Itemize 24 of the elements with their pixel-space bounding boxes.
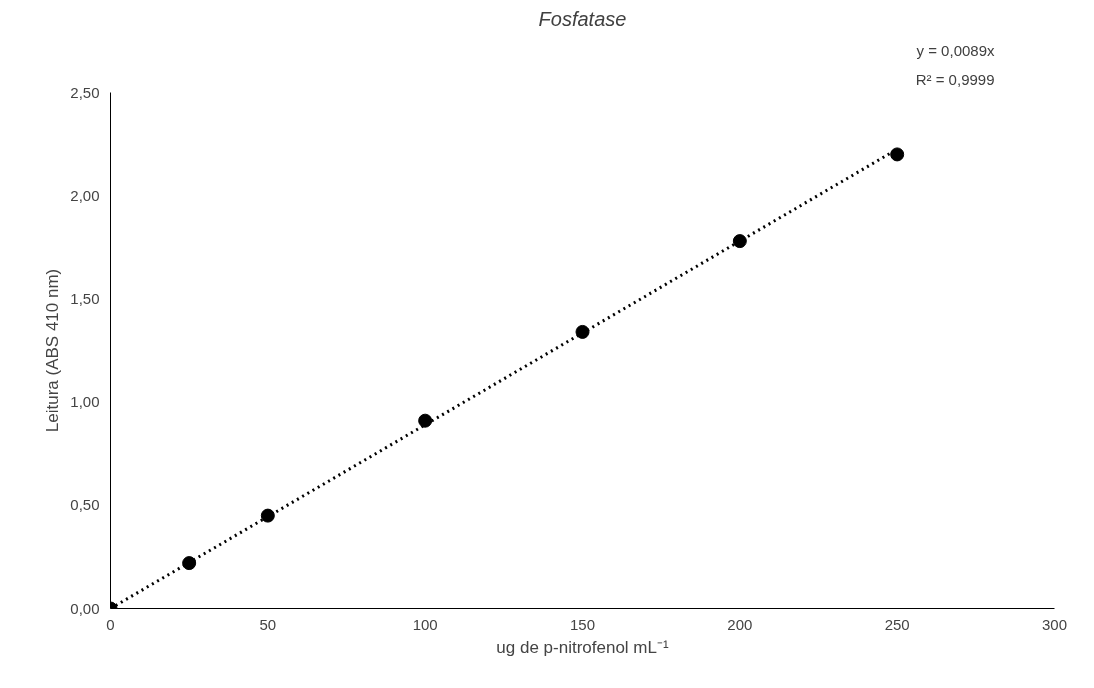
- y-tick-label: 2,50: [70, 83, 100, 101]
- x-tick-label: 150: [569, 615, 596, 633]
- y-tick-label: 0,00: [70, 599, 100, 617]
- y-tick-label: 1,00: [70, 393, 100, 411]
- chart-title: Fosfatase: [538, 7, 627, 30]
- text: R² = 0,9999: [915, 70, 995, 88]
- point: [182, 556, 197, 571]
- point: [890, 147, 905, 162]
- x-tick-label: 50: [259, 615, 277, 633]
- x-axis-title: ug de p-nitrofenol mL⁻¹: [496, 637, 669, 657]
- y-axis-title: Leitura (ABS 410 nm): [43, 268, 63, 433]
- text: y = 0,0089x: [916, 41, 995, 59]
- x-tick-label: 250: [884, 615, 910, 633]
- y-tick-label: 1,50: [70, 289, 100, 307]
- x-tick-label: 0: [106, 615, 115, 633]
- x-tick-label: 200: [727, 615, 753, 633]
- x-tick-label: 300: [1041, 615, 1068, 633]
- x-tick-label: 100: [412, 615, 438, 633]
- point: [418, 413, 433, 428]
- y-tick-label: 0,50: [70, 496, 100, 514]
- point: [260, 508, 275, 523]
- y-tick-label: 2,00: [70, 186, 100, 204]
- point: [732, 234, 747, 249]
- point: [575, 324, 590, 339]
